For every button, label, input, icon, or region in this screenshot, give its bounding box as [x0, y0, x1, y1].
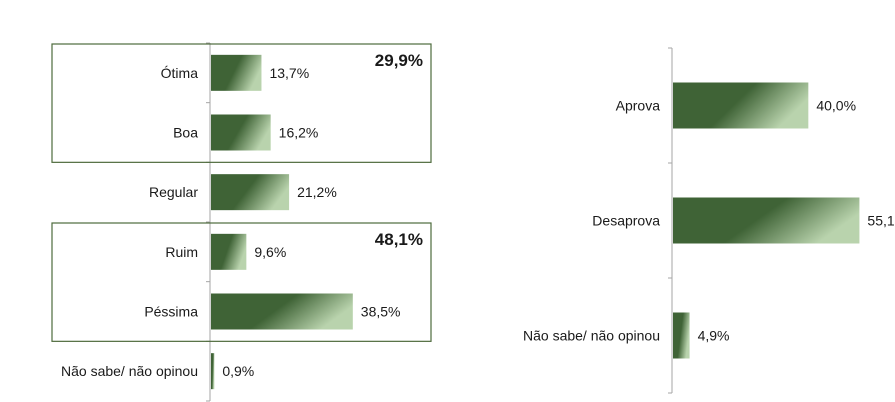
- approval-category-label-desaprova: Desaprova: [592, 213, 660, 229]
- rating-category-label-boa: Boa: [173, 125, 198, 141]
- rating-category-label-otima: Ótima: [161, 65, 199, 81]
- rating-bar-chart: Ótima 13,7% Boa 16,2% Regular 21,2% Ruim 9,6% Pé…: [51, 42, 432, 402]
- rating-bar-regular: [211, 174, 290, 211]
- rating-category-label-regular: Regular: [149, 184, 198, 200]
- rating-bar-nao-sabe-nao-opinou: [211, 353, 215, 390]
- rating-bar-pessima: [211, 293, 353, 330]
- approval-bar-aprova: [673, 82, 809, 129]
- approval-value-label-aprova: 40,0%: [816, 98, 856, 114]
- rating-category-label-pessima: Péssima: [144, 304, 198, 320]
- rating-bar-ruim: [211, 233, 247, 270]
- rating-group-total-1: 29,9%: [375, 51, 423, 70]
- rating-group-total-2: 48,1%: [375, 230, 423, 249]
- rating-value-label-otima: 13,7%: [269, 65, 309, 81]
- approval-value-label-desaprova: 55,1%: [867, 213, 895, 229]
- rating-value-label-regular: 21,2%: [297, 184, 337, 200]
- approval-bar-nao-sabe-nao-opinou: [673, 312, 690, 359]
- rating-category-label-ruim: Ruim: [165, 244, 198, 260]
- approval-category-label-nao-sabe-nao-opinou: Não sabe/ não opinou: [523, 328, 660, 344]
- rating-bar-otima: [211, 54, 262, 91]
- approval-category-label-aprova: Aprova: [616, 98, 661, 114]
- rating-category-label-nao-sabe-nao-opinou: Não sabe/ não opinou: [61, 363, 198, 379]
- rating-value-label-nao-sabe-nao-opinou: 0,9%: [222, 363, 254, 379]
- rating-bar-boa: [211, 114, 271, 151]
- approval-bar-chart: Aprova 40,0% Desaprova 55,1% Não sabe/ não o…: [523, 47, 895, 394]
- approval-bar-desaprova: [673, 197, 860, 244]
- rating-value-label-boa: 16,2%: [279, 125, 319, 141]
- rating-group-box-2: [51, 222, 432, 342]
- rating-group-box-1: [51, 43, 432, 163]
- rating-value-label-ruim: 9,6%: [254, 244, 286, 260]
- rating-value-label-pessima: 38,5%: [361, 304, 401, 320]
- approval-value-label-nao-sabe-nao-opinou: 4,9%: [698, 328, 730, 344]
